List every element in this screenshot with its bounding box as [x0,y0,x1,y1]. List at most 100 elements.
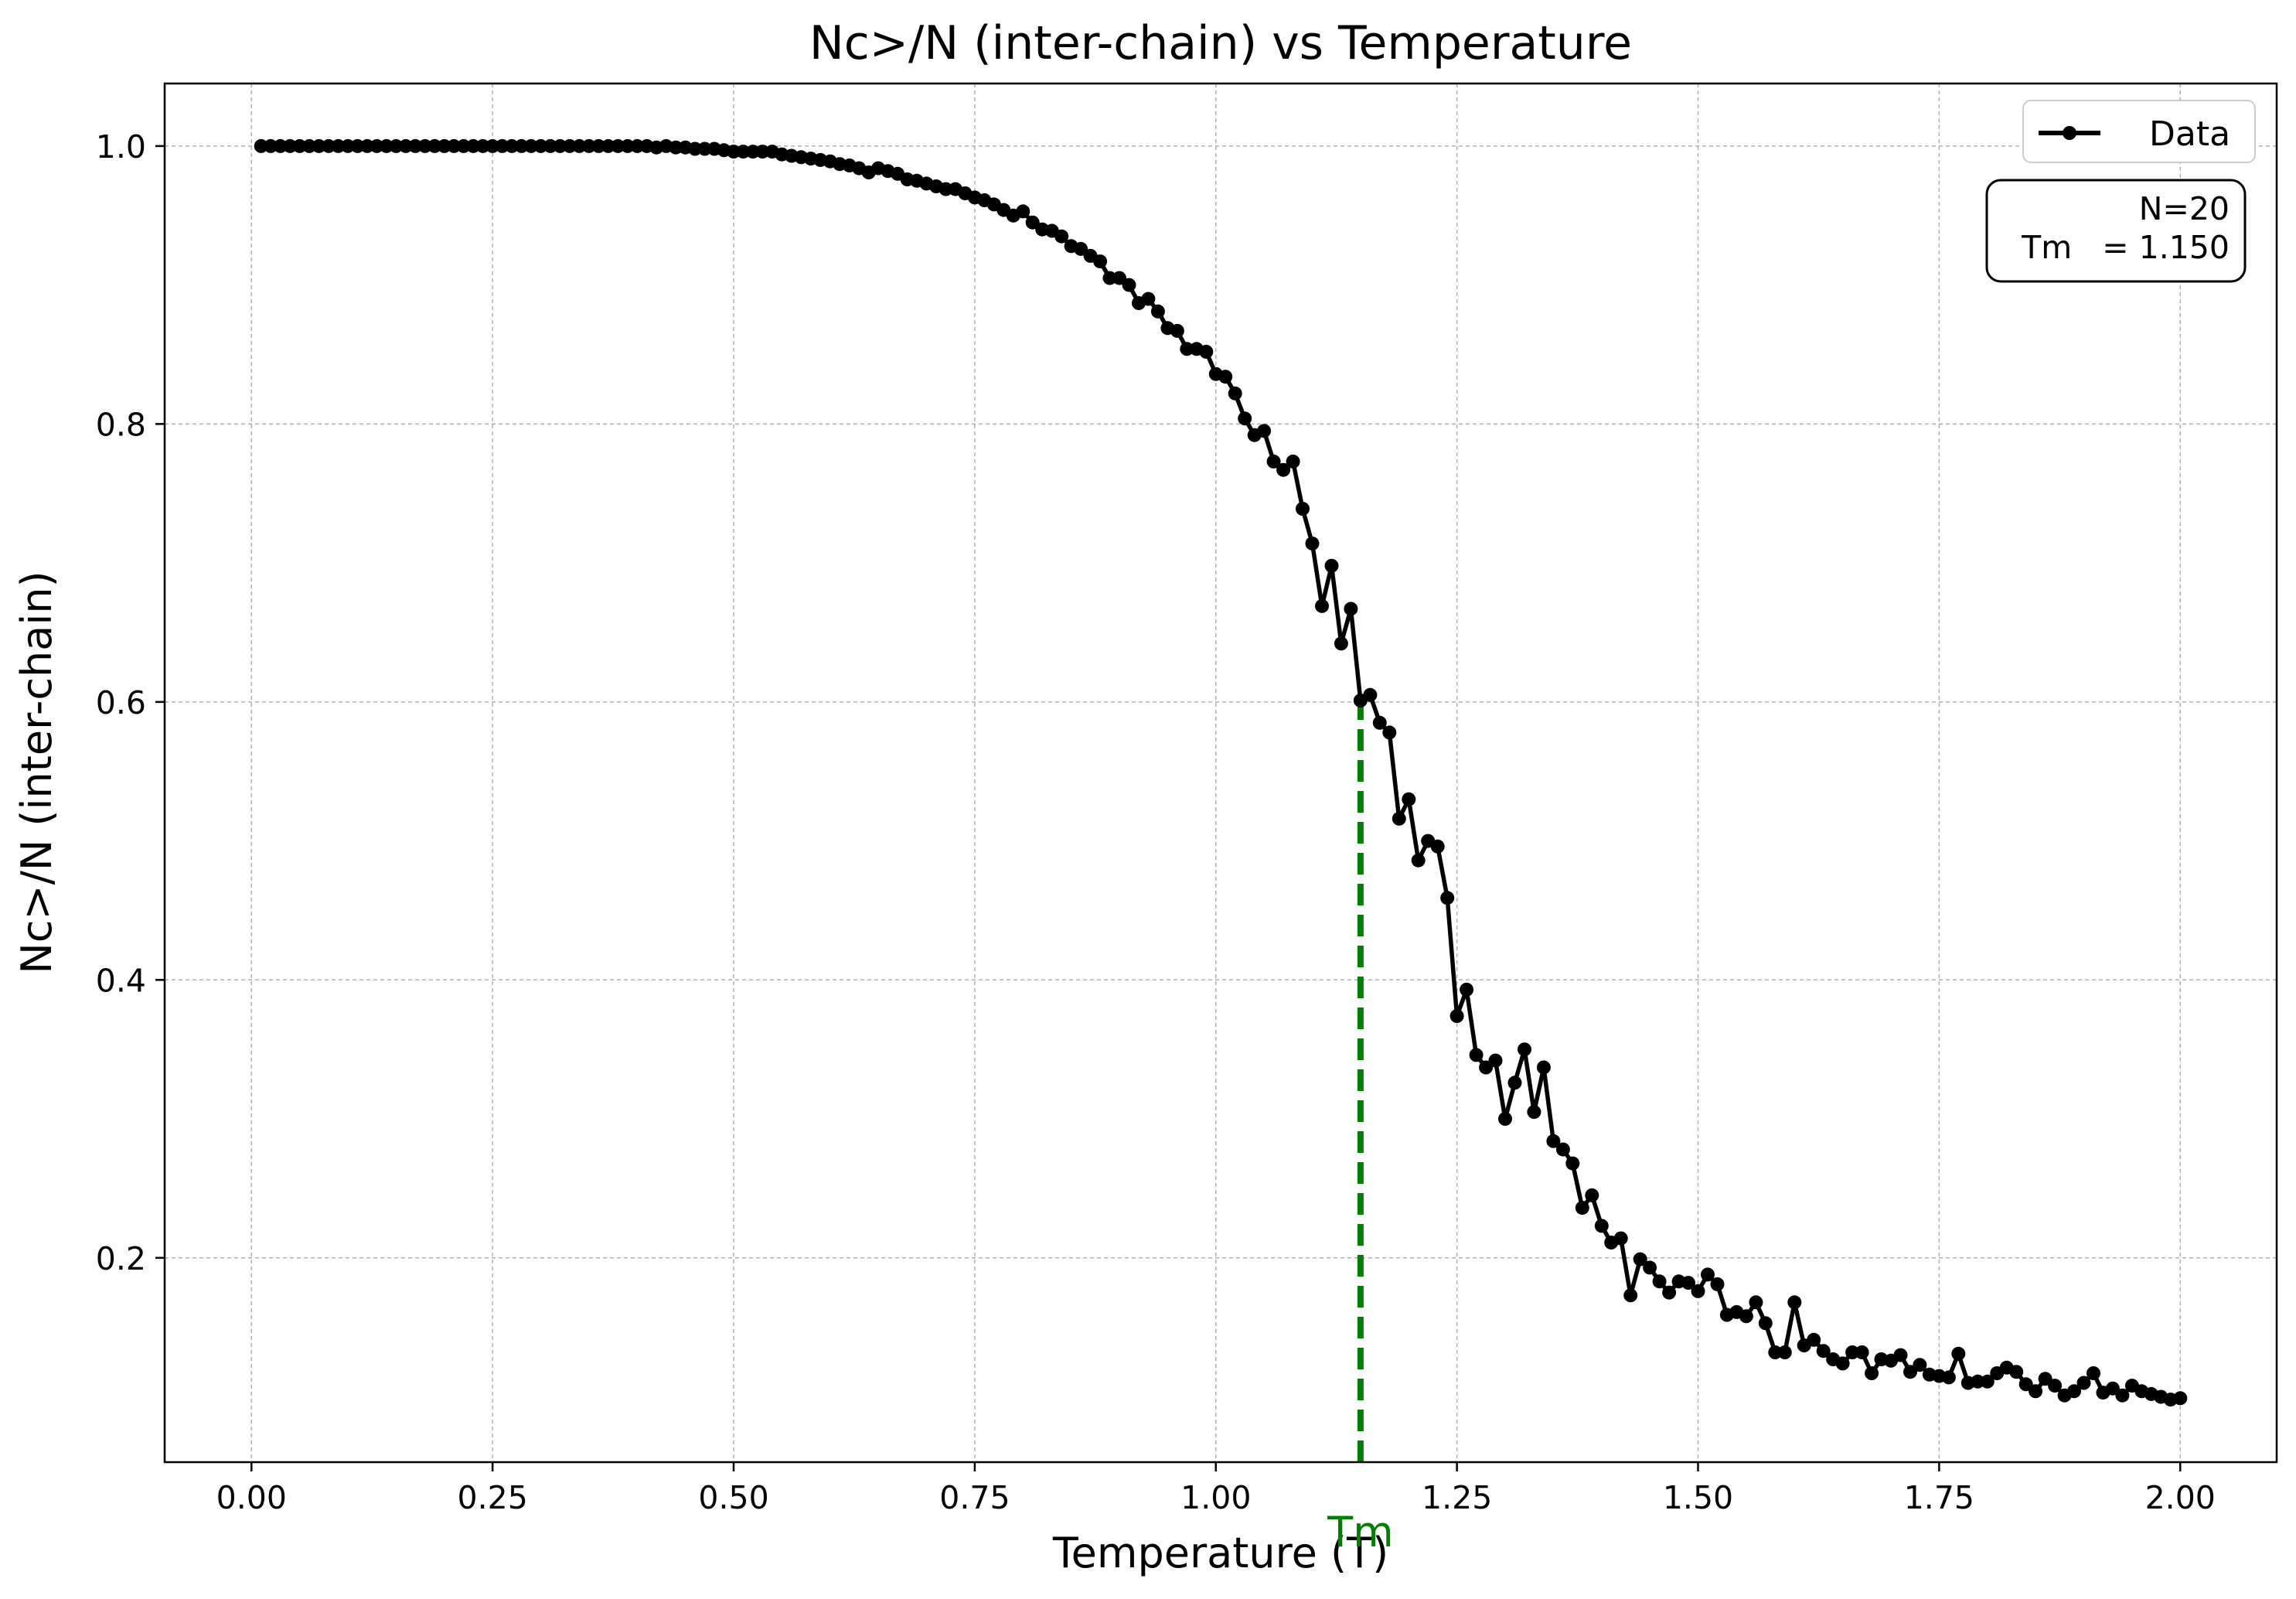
data-point [466,138,481,153]
data-point [1344,602,1358,616]
data-point [2038,1372,2052,1386]
data-point [1382,725,1397,740]
data-point [1296,502,1310,516]
data-point [2048,1379,2063,1393]
data-point [620,138,635,153]
data-point [562,138,577,153]
data-point [1816,1344,1831,1359]
data-point [2018,1377,2033,1392]
data-point [1305,536,1320,551]
data-point [341,138,355,153]
data-point [1807,1332,1821,1347]
data-point [408,138,423,153]
data-point [1527,1105,1541,1120]
data-point [938,182,953,196]
data-point [1150,304,1165,319]
data-point [1074,241,1088,256]
data-point [1777,1345,1792,1359]
annotation-line-n: N=20 [2139,190,2230,227]
data-point [379,138,393,153]
data-point [1565,1156,1580,1171]
data-point [1845,1345,1860,1359]
data-point [2067,1384,2081,1399]
data-point [1228,386,1242,401]
data-point [1276,462,1291,477]
data-point [302,138,317,153]
data-point [1701,1267,1715,1282]
x-tick-label: 0.75 [939,1479,1010,1516]
data-point [1536,1060,1551,1075]
x-tick-label: 1.75 [1904,1479,1974,1516]
data-point [1585,1188,1599,1202]
x-tick-label: 0.50 [698,1479,768,1516]
y-tick-label: 1.0 [96,128,146,165]
data-point [591,138,606,153]
data-point [1122,278,1136,292]
tm-label: Tm [1327,1508,1394,1556]
data-point [456,138,471,153]
x-tick-label: 0.25 [457,1479,527,1516]
data-point [1449,1009,1464,1023]
data-point [1025,215,1040,230]
data-point [727,145,741,159]
data-point [1334,636,1348,651]
legend: Data [2022,100,2256,163]
data-point [505,138,519,153]
data-point [669,140,683,155]
data-point [746,145,760,159]
data-point [254,138,268,153]
data-point [350,138,365,153]
data-point [1469,1048,1484,1062]
data-point [475,138,490,153]
data-point [1324,558,1339,573]
data-point [1093,254,1108,269]
data-point [581,138,596,153]
y-tick-label: 0.6 [96,684,146,721]
x-tick-label: 1.50 [1663,1479,1733,1516]
data-point [1835,1356,1850,1371]
data-point [514,138,529,153]
data-point [1440,891,1455,905]
plot-frame [163,82,2278,1464]
data-point [398,138,413,153]
y-tick-label: 0.8 [96,406,146,443]
data-point [1575,1201,1589,1215]
plot-area [165,84,2277,1462]
data-point [1546,1134,1561,1148]
data-point [1430,839,1445,854]
data-point [1633,1252,1647,1267]
data-point [428,138,442,153]
legend-box [2022,100,2256,163]
data-point [485,138,500,153]
data-point [1112,271,1126,285]
data-point [1594,1219,1609,1233]
data-point [2173,1391,2188,1406]
annotation-line-tm: Tm = 1.150 [2021,229,2230,266]
data-point [1623,1288,1638,1303]
data-point [1749,1295,1763,1310]
data-point [1971,1374,1985,1389]
data-point [524,138,538,153]
data-point [1170,323,1184,338]
data-point [1913,1358,1927,1372]
data-point [533,138,548,153]
data-point [1141,292,1156,306]
data-point [360,138,374,153]
legend-label: Data [2149,114,2230,154]
data-point [1507,1076,1522,1090]
data-point [292,138,307,153]
data-point [2115,1388,2130,1403]
data-point [1710,1277,1725,1291]
data-point [1787,1295,1802,1310]
data-point [1903,1365,1917,1379]
x-tick-label: 2.00 [2145,1479,2216,1516]
data-point [273,138,288,153]
data-point [1488,1053,1503,1068]
data-point [1643,1260,1657,1275]
grid [165,84,2277,1462]
annotation-frame [1985,179,2247,283]
data-point [1498,1112,1512,1126]
data-point [611,138,625,153]
data-point [1758,1316,1773,1331]
